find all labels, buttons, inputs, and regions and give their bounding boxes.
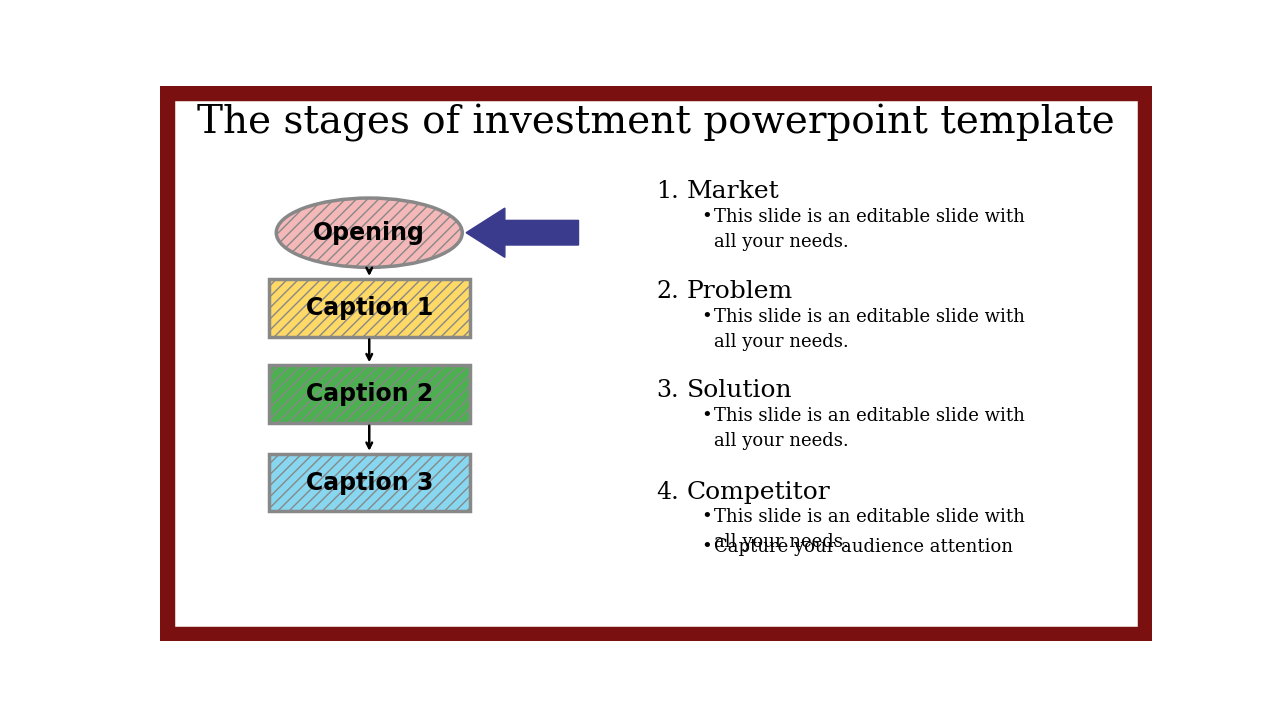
Text: The stages of investment powerpoint template: The stages of investment powerpoint temp… [197, 104, 1115, 143]
Text: •: • [701, 538, 712, 556]
Text: Caption 2: Caption 2 [306, 382, 433, 406]
Text: This slide is an editable slide with
all your needs.: This slide is an editable slide with all… [714, 308, 1025, 351]
Text: •: • [701, 208, 712, 226]
Text: Capture your audience attention: Capture your audience attention [714, 538, 1014, 556]
Text: This slide is an editable slide with
all your needs.: This slide is an editable slide with all… [714, 208, 1025, 251]
Text: Market: Market [687, 180, 780, 203]
Text: •: • [701, 508, 712, 526]
Text: Opening: Opening [314, 221, 425, 245]
Text: Caption 3: Caption 3 [306, 471, 433, 495]
Text: Solution: Solution [687, 379, 792, 402]
FancyBboxPatch shape [269, 365, 470, 423]
Text: •: • [701, 308, 712, 326]
Text: 4.: 4. [657, 481, 678, 504]
FancyBboxPatch shape [269, 279, 470, 337]
Text: Caption 1: Caption 1 [306, 296, 433, 320]
Polygon shape [466, 208, 579, 257]
Text: This slide is an editable slide with
all your needs.: This slide is an editable slide with all… [714, 508, 1025, 552]
Text: Problem: Problem [687, 280, 794, 303]
Text: This slide is an editable slide with
all your needs.: This slide is an editable slide with all… [714, 407, 1025, 450]
Text: 1.: 1. [657, 180, 678, 203]
Text: 2.: 2. [657, 280, 678, 303]
Ellipse shape [276, 198, 462, 267]
Text: Competitor: Competitor [687, 481, 831, 504]
Text: •: • [701, 407, 712, 425]
Text: 3.: 3. [657, 379, 678, 402]
FancyBboxPatch shape [269, 454, 470, 511]
